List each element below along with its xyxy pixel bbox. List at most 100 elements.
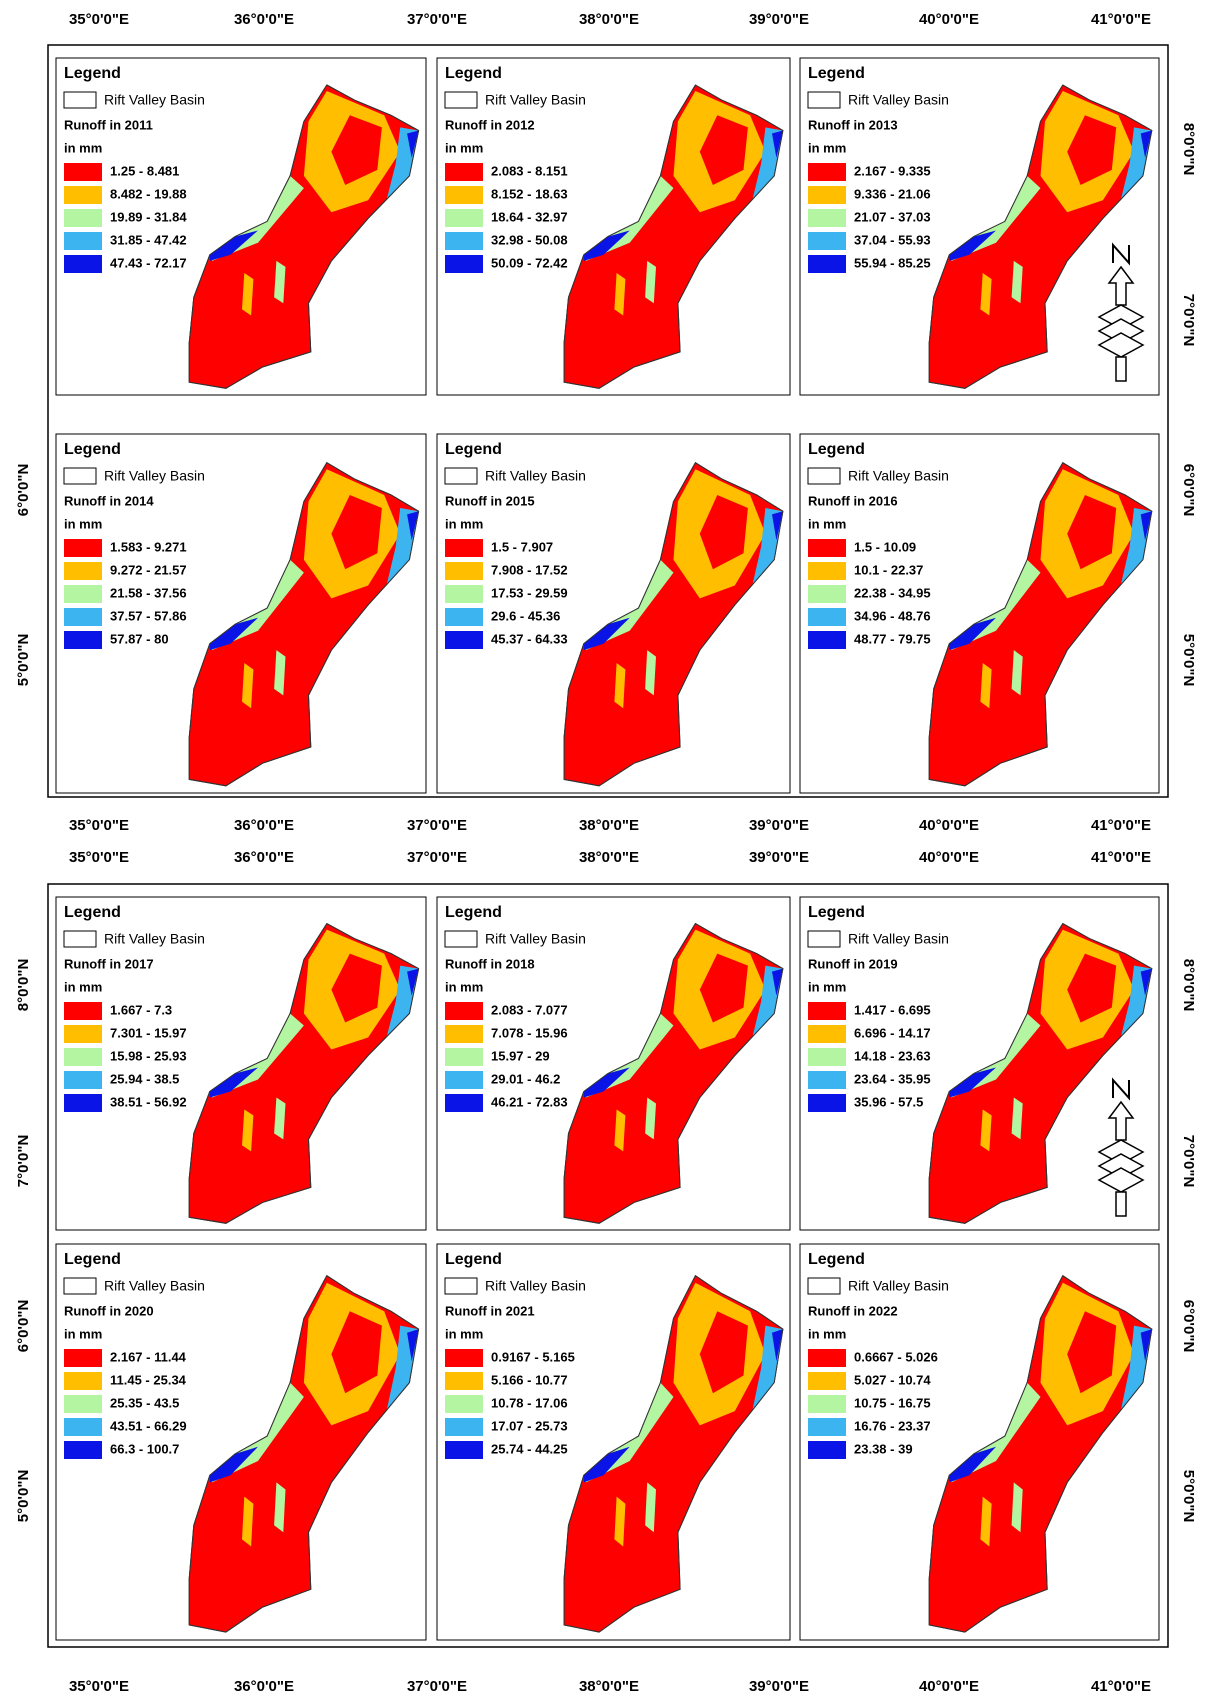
- class-swatch: [64, 608, 102, 626]
- class-swatch: [445, 631, 483, 649]
- class-swatch: [808, 186, 846, 204]
- class-label: 1.583 - 9.271: [110, 539, 187, 554]
- longitude-label: 35°0'0"E: [69, 817, 129, 834]
- class-swatch: [808, 255, 846, 273]
- class-label: 10.78 - 17.06: [491, 1395, 568, 1410]
- unit-label: in mm: [808, 140, 846, 155]
- class-swatch: [808, 1441, 846, 1459]
- class-swatch: [64, 539, 102, 557]
- longitude-label: 41°0'0"E: [1091, 1678, 1151, 1695]
- legend-title: Legend: [64, 65, 121, 82]
- class-swatch: [64, 1071, 102, 1089]
- runoff-title: Runoff in 2016: [808, 493, 898, 508]
- class-swatch: [808, 1094, 846, 1112]
- class-swatch: [64, 1025, 102, 1043]
- basin-label: Rift Valley Basin: [485, 1278, 586, 1294]
- latitude-label: 5°0'0"N: [15, 1470, 32, 1523]
- class-swatch: [808, 1418, 846, 1436]
- class-swatch: [445, 232, 483, 250]
- class-swatch: [808, 1002, 846, 1020]
- basin-label: Rift Valley Basin: [104, 931, 205, 947]
- class-swatch: [64, 1048, 102, 1066]
- class-label: 37.57 - 57.86: [110, 608, 187, 623]
- legend-title: Legend: [445, 1251, 502, 1268]
- longitude-label: 37°0'0"E: [407, 849, 467, 866]
- longitude-label: 39°0'0"E: [749, 849, 809, 866]
- class-label: 1.417 - 6.695: [854, 1002, 931, 1017]
- runoff-title: Runoff in 2014: [64, 493, 154, 508]
- longitude-label: 35°0'0"E: [69, 849, 129, 866]
- basin-label: Rift Valley Basin: [104, 1278, 205, 1294]
- map-panel: LegendRift Valley BasinRunoff in 2014in …: [56, 434, 426, 793]
- longitude-label: 37°0'0"E: [407, 11, 467, 28]
- longitude-label: 41°0'0"E: [1091, 817, 1151, 834]
- basin-label: Rift Valley Basin: [485, 468, 586, 484]
- class-label: 2.167 - 9.335: [854, 163, 931, 178]
- latitude-label: 5°0'0"N: [15, 634, 32, 687]
- latitude-label: 6°0'0"N: [15, 1300, 32, 1353]
- class-swatch: [445, 1002, 483, 1020]
- latitude-label: 5°0'0"N: [1180, 1470, 1197, 1523]
- class-label: 21.07 - 37.03: [854, 209, 931, 224]
- longitude-label: 36°0'0"E: [234, 817, 294, 834]
- class-swatch: [808, 585, 846, 603]
- latitude-label: 7°0'0"N: [1180, 1135, 1197, 1188]
- class-label: 0.6667 - 5.026: [854, 1349, 938, 1364]
- class-swatch: [445, 585, 483, 603]
- latitude-label: 6°0'0"N: [1180, 464, 1197, 517]
- class-swatch: [64, 1094, 102, 1112]
- class-label: 1.5 - 10.09: [854, 539, 916, 554]
- latitude-label: 6°0'0"N: [1180, 1300, 1197, 1353]
- basin-swatch: [808, 1278, 840, 1294]
- longitude-label: 40°0'0"E: [919, 849, 979, 866]
- class-swatch: [808, 1349, 846, 1367]
- class-label: 5.027 - 10.74: [854, 1372, 931, 1387]
- basin-swatch: [445, 468, 477, 484]
- runoff-title: Runoff in 2013: [808, 117, 898, 132]
- class-label: 8.152 - 18.63: [491, 186, 568, 201]
- class-label: 2.167 - 11.44: [110, 1349, 187, 1364]
- basin-swatch: [64, 468, 96, 484]
- map-panel: LegendRift Valley BasinRunoff in 2018in …: [437, 897, 790, 1230]
- unit-label: in mm: [445, 140, 483, 155]
- basin-label: Rift Valley Basin: [848, 92, 949, 108]
- latitude-label: 8°0'0"N: [1180, 959, 1197, 1012]
- class-label: 19.89 - 31.84: [110, 209, 187, 224]
- legend-title: Legend: [445, 441, 502, 458]
- class-label: 2.083 - 7.077: [491, 1002, 568, 1017]
- latitude-label: 7°0'0"N: [1180, 294, 1197, 347]
- class-label: 22.38 - 34.95: [854, 585, 931, 600]
- class-label: 2.083 - 8.151: [491, 163, 568, 178]
- class-label: 18.64 - 32.97: [491, 209, 568, 224]
- longitude-label: 36°0'0"E: [234, 11, 294, 28]
- class-swatch: [64, 1441, 102, 1459]
- longitude-label: 39°0'0"E: [749, 11, 809, 28]
- class-swatch: [64, 1002, 102, 1020]
- legend-title: Legend: [445, 65, 502, 82]
- map-panel: LegendRift Valley BasinRunoff in 2015in …: [437, 434, 790, 793]
- legend-title: Legend: [808, 441, 865, 458]
- class-label: 6.696 - 14.17: [854, 1025, 931, 1040]
- class-label: 7.301 - 15.97: [110, 1025, 187, 1040]
- legend-title: Legend: [445, 904, 502, 921]
- longitude-label: 38°0'0"E: [579, 1678, 639, 1695]
- class-swatch: [64, 585, 102, 603]
- class-swatch: [808, 232, 846, 250]
- class-swatch: [808, 209, 846, 227]
- class-swatch: [808, 562, 846, 580]
- class-label: 50.09 - 72.42: [491, 255, 568, 270]
- class-swatch: [808, 1025, 846, 1043]
- class-label: 34.96 - 48.76: [854, 608, 931, 623]
- class-swatch: [445, 1441, 483, 1459]
- class-swatch: [808, 1395, 846, 1413]
- class-swatch: [64, 1372, 102, 1390]
- unit-label: in mm: [808, 1326, 846, 1341]
- class-swatch: [64, 163, 102, 181]
- basin-swatch: [808, 92, 840, 108]
- class-swatch: [808, 1071, 846, 1089]
- class-label: 38.51 - 56.92: [110, 1094, 187, 1109]
